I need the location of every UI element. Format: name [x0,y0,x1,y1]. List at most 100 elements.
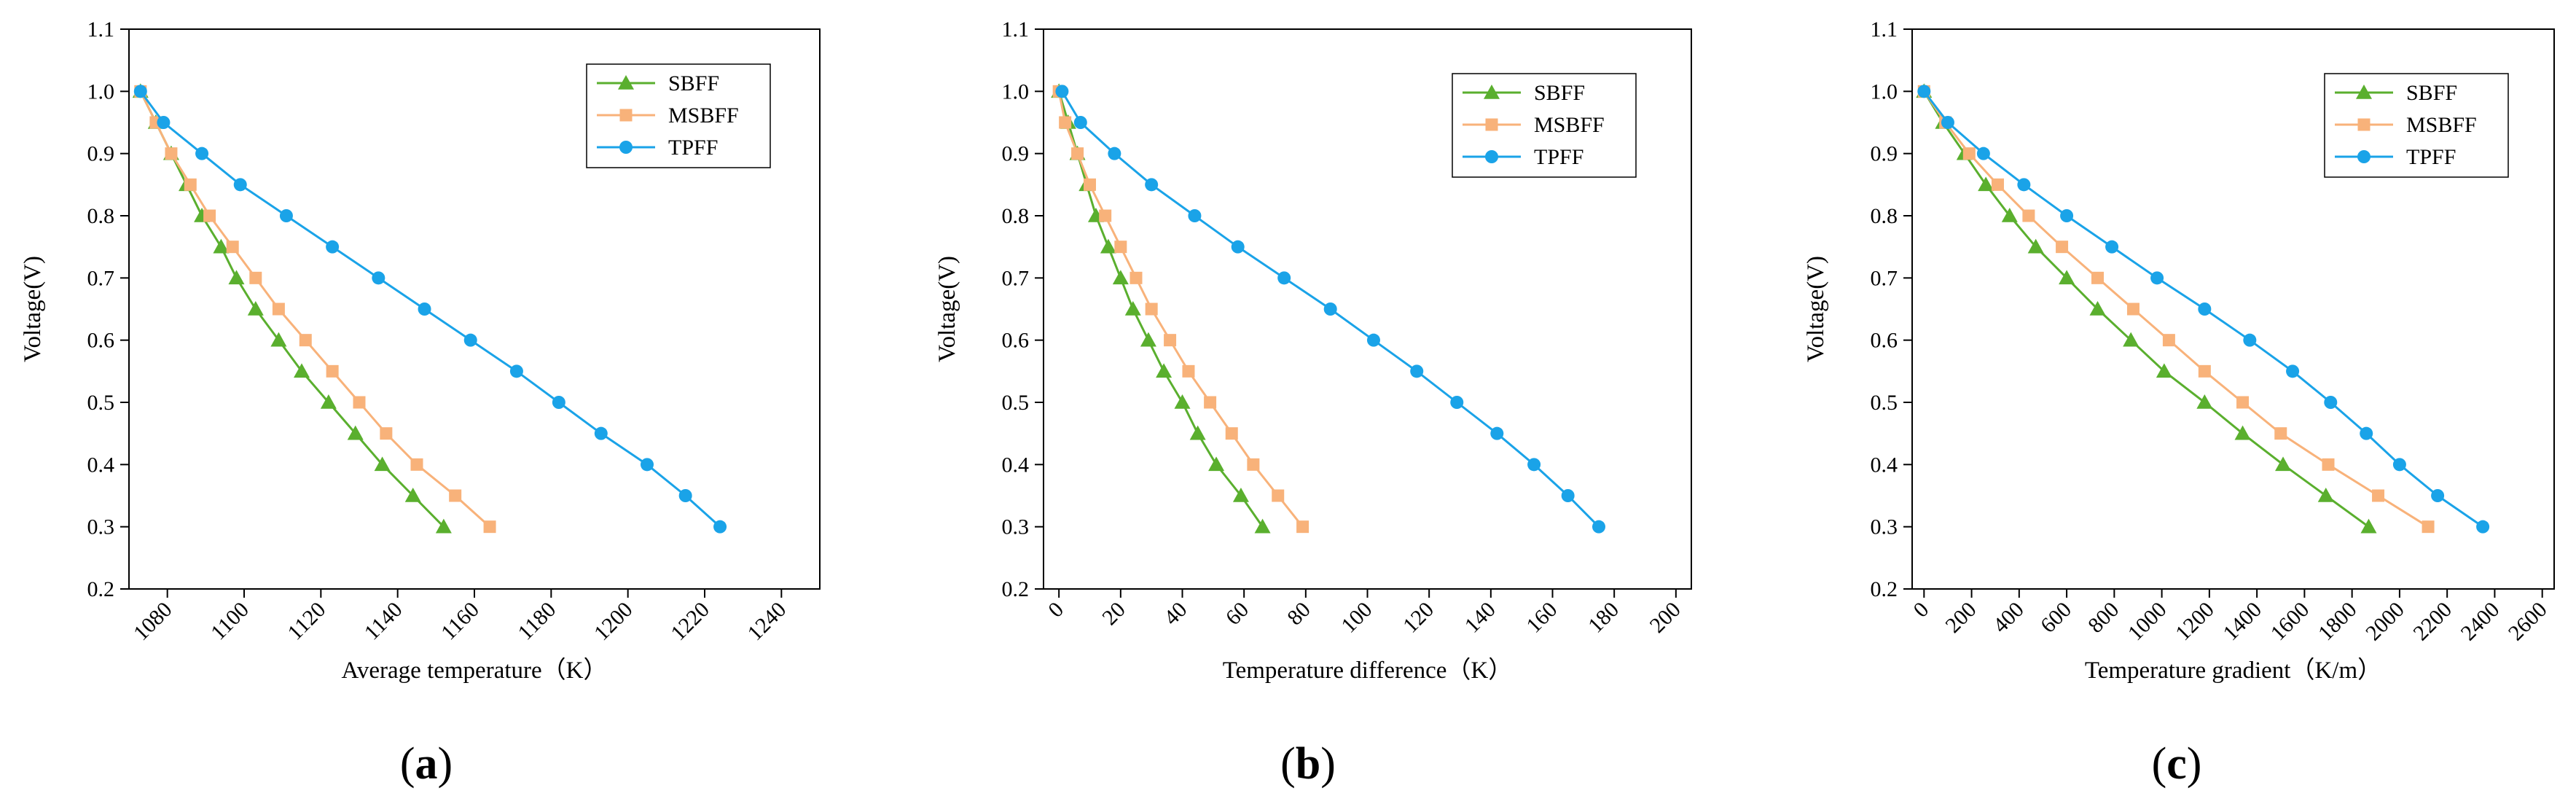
data-point [1189,425,1206,440]
panel-label-paren: ( [400,739,415,789]
x-tick-label: 180 [1583,598,1624,638]
data-point [449,489,462,502]
x-tick-label: 600 [2036,598,2076,638]
data-point [2089,301,2106,316]
data-point [213,238,230,254]
data-point [1073,116,1087,129]
legend-marker [2356,85,2372,99]
legend-label: SBFF [1534,81,1585,105]
y-tick-label: 0.9 [1002,142,1030,166]
data-point [1247,458,1260,471]
data-point [1145,178,1159,192]
y-tick-label: 0.9 [87,142,115,166]
series-msbff [134,85,496,534]
legend-marker [1484,85,1500,99]
data-point [279,209,293,222]
data-point [2027,238,2044,254]
data-point [1561,489,1575,502]
y-tick-label: 1.0 [1002,79,1030,104]
data-point [1254,518,1271,534]
data-point [1182,364,1195,378]
data-point [2198,302,2212,316]
x-tick-label: 200 [1645,598,1686,638]
data-point [2059,270,2075,285]
series-msbff [1052,85,1309,534]
x-tick-label: 800 [2083,598,2123,638]
x-tick-label: 1800 [2314,598,2362,646]
data-point [2091,271,2105,284]
data-point [272,302,285,316]
y-tick-label: 0.5 [1002,391,1030,415]
x-tick-label: 1180 [513,598,560,645]
data-point [2322,458,2335,471]
legend-label: MSBFF [2406,113,2477,137]
data-point [195,147,209,160]
data-point [1055,85,1069,98]
panel-label-paren: ) [1320,739,1336,789]
data-point [1100,238,1116,254]
data-point [1114,241,1127,254]
data-point [1323,302,1337,316]
data-point [2060,209,2074,222]
data-point [372,271,385,285]
legend-label: TPFF [668,136,718,160]
data-point [2422,520,2435,534]
panel-label-letter: b [1296,739,1320,789]
y-tick-label: 0.9 [1871,142,1898,166]
data-point [1231,240,1245,254]
series-tpff [1055,85,1605,534]
legend-label: MSBFF [1534,113,1605,137]
x-tick-label: 20 [1097,598,1130,631]
data-point [1059,116,1072,129]
x-tick-label: 400 [1989,598,2029,638]
data-point [1366,333,1380,347]
data-point [2022,209,2035,222]
data-point [2274,427,2287,440]
x-tick-label: 40 [1159,598,1192,631]
chart-panel-b: 0.2 0.3 0.4 0.5 0.6 0.7 0.8 0.9 1.0 1.1 0 20 40 60 80 1… [934,17,1692,789]
data-point [353,396,366,409]
data-point [2056,241,2069,254]
data-point [1164,334,1177,347]
data-point [2360,518,2377,534]
data-point [1917,85,1931,98]
data-point [2324,396,2338,409]
data-point [2243,333,2257,347]
data-point [483,520,496,534]
chart-panel-a: 0.2 0.3 0.4 0.5 0.6 0.7 0.8 0.9 1.0 1.1 1080 1100 11… [20,17,821,789]
data-point [1450,396,1464,409]
panel-label: (a) [400,739,453,789]
y-tick-label: 0.4 [1002,453,1030,477]
data-point [1156,363,1172,378]
data-point [410,458,423,471]
data-point [1124,301,1141,316]
y-tick-label: 1.1 [1002,17,1030,42]
data-point [2372,489,2385,502]
x-axis-title: Average temperature（K） [342,657,608,684]
x-tick-label: 2600 [2504,598,2552,646]
y-tick-label: 0.4 [1871,453,1898,477]
data-point [2156,363,2172,378]
data-point [203,209,216,222]
data-point [380,427,393,440]
panel-label-letter: c [2166,739,2187,789]
y-axis-title: Voltage(V) [1803,256,1829,362]
panel-label-paren: ) [438,739,453,789]
legend-marker [2357,118,2371,131]
data-point [1084,178,1096,191]
y-tick-label: 0.2 [1002,577,1030,601]
series-tpff [133,85,727,534]
x-tick-label: 1400 [2218,598,2266,646]
series-sbff [1051,83,1271,534]
y-tick-label: 1.1 [87,17,115,42]
data-point [594,426,608,440]
y-tick-label: 0.5 [87,391,115,415]
y-tick-label: 0.5 [1871,391,1898,415]
x-tick-label: 1600 [2266,598,2314,646]
data-point [249,271,262,284]
panel-label: (b) [1280,739,1336,789]
data-point [270,332,287,347]
data-point [2126,302,2140,316]
legend-marker [2357,150,2371,163]
chart-panel-c: 0.2 0.3 0.4 0.5 0.6 0.7 0.8 0.9 1.0 1.1 0 200 400 600… [1803,17,2555,789]
